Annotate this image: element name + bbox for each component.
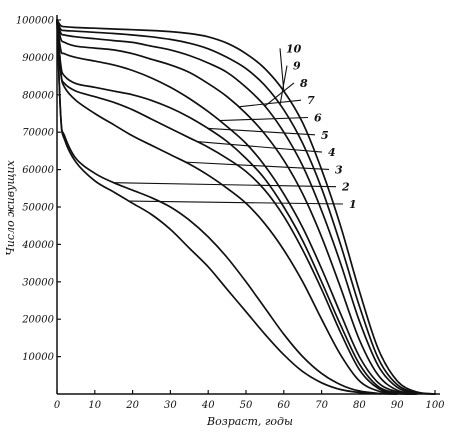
y-tick-label: 90000 [22, 53, 54, 64]
y-tick-label: 30000 [22, 277, 54, 288]
y-tick-label: 80000 [22, 90, 54, 101]
curve-label-8: 8 [300, 77, 308, 90]
y-tick-label: 60000 [22, 165, 54, 176]
x-axis-title: Возраст, годы [206, 415, 293, 428]
leader-line-3 [185, 161, 330, 170]
x-tick-label: 50 [240, 400, 253, 411]
leader-line-10 [279, 48, 285, 92]
y-tick-label: 20000 [21, 315, 54, 326]
survival-curve-6 [56, 19, 417, 395]
curve-label-2: 2 [341, 181, 350, 194]
survival-curve-4 [56, 19, 417, 395]
survival-curve-9 [56, 19, 436, 395]
survival-curve-1 [56, 19, 399, 395]
curve-label-7: 7 [307, 94, 315, 107]
leader-line-6 [219, 116, 309, 122]
x-tick-label: 40 [201, 400, 215, 411]
axes: 0 10 20 30 40 50 60 70 80 90 100 10000 20000 30000 400… [16, 15, 445, 411]
x-tick-label: 70 [315, 400, 328, 411]
leader-line-4 [196, 141, 323, 153]
x-tick-label: 60 [277, 400, 290, 411]
curve-label-9: 9 [293, 60, 301, 73]
x-tick-label: 80 [353, 400, 366, 411]
survival-curve-7 [56, 19, 417, 395]
x-tick-label: 10 [88, 400, 101, 411]
survival-curve-3 [56, 19, 417, 395]
survival-curves [56, 19, 436, 395]
leader-line-7 [238, 99, 302, 108]
curve-label-3: 3 [335, 163, 343, 176]
curve-label-4: 4 [328, 146, 336, 159]
curve-label-5: 5 [321, 129, 329, 142]
leader-line-5 [208, 127, 316, 136]
leader-line-1 [128, 200, 344, 205]
y-tick-label: 50000 [22, 203, 54, 214]
curve-label-1: 1 [349, 198, 357, 211]
y-tick-label: 10000 [22, 352, 54, 363]
survival-curve-2 [56, 19, 399, 395]
y-tick-label: 100000 [16, 16, 55, 27]
x-tick-label: 90 [391, 400, 404, 411]
survival-curve-8 [56, 19, 436, 395]
leader-line-2 [113, 182, 337, 188]
x-tick-label: 0 [54, 400, 61, 411]
y-axis-title: Число живущих [4, 159, 17, 255]
x-tick-label: 20 [125, 400, 139, 411]
leader-line-8 [264, 82, 295, 107]
y-tick-label: 40000 [21, 240, 54, 251]
x-tick-label: 30 [164, 400, 177, 411]
curve-label-10: 10 [286, 42, 302, 55]
survival-curve-10 [56, 19, 436, 395]
x-tick-label: 100 [425, 400, 445, 411]
curve-label-6: 6 [314, 112, 322, 125]
survival-curve-5 [56, 19, 417, 395]
y-tick-label: 70000 [22, 128, 54, 139]
curve-labels: 1 2 3 4 5 6 7 8 9 10 [113, 42, 357, 211]
